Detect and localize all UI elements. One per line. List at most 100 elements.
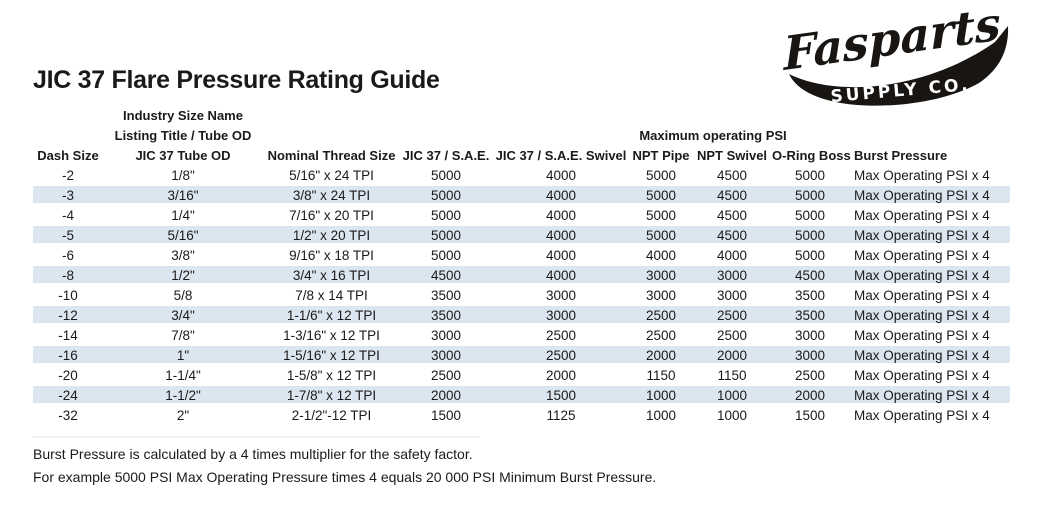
table-cell: 1/2" xyxy=(171,268,195,283)
table-cell: 2000 xyxy=(430,388,462,403)
table-cell: 5/16" xyxy=(167,228,199,243)
table-cell: 4500 xyxy=(716,168,748,183)
table-cell: -6 xyxy=(61,248,74,263)
page-title: JIC 37 Flare Pressure Rating Guide xyxy=(33,66,440,94)
table-cell: 4500 xyxy=(716,208,748,223)
table-cell: 3500 xyxy=(430,308,462,323)
table-cell: 5000 xyxy=(430,228,462,243)
table-cell: Max Operating PSI x 4 xyxy=(854,208,990,223)
table-cell: 3/4" xyxy=(171,308,195,323)
col-header-jic37-tube-od: JIC 37 Tube OD xyxy=(135,148,231,163)
table-cell: 2500 xyxy=(645,328,677,343)
table-cell: -8 xyxy=(61,268,74,283)
col-header-o-ring-boss: O-Ring Boss xyxy=(772,148,851,163)
table-cell: 2" xyxy=(176,408,190,423)
table-cell: 1000 xyxy=(716,408,748,423)
table-cell: Max Operating PSI x 4 xyxy=(854,288,990,303)
col-header-jic37-sae-swivel: JIC 37 / S.A.E. Swivel xyxy=(495,148,627,163)
table-cell: 5000 xyxy=(430,208,462,223)
table-row: -16 1" 1-5/16" x 12 TPI 3000 2500 2000 2000 300… xyxy=(33,346,1010,366)
table-cell: 1150 xyxy=(717,368,747,383)
table-cell: 5000 xyxy=(645,188,677,203)
table-cell: 1500 xyxy=(794,408,826,423)
table-cell: 1000 xyxy=(645,408,677,423)
table-cell: 5000 xyxy=(794,208,826,223)
table-cell: Max Operating PSI x 4 xyxy=(854,308,990,323)
table-cell: 3000 xyxy=(430,328,462,343)
table-cell: 4000 xyxy=(645,248,677,263)
table-row: -14 7/8" 1-3/16" x 12 TPI 3000 2500 2500 2500 3… xyxy=(33,326,1010,346)
footnotes: Burst Pressure is calculated by a 4 time… xyxy=(33,443,656,489)
table-cell: 3000 xyxy=(645,268,677,283)
table-cell: 3500 xyxy=(794,308,826,323)
table-cell: 5000 xyxy=(430,248,462,263)
footnote-line-1: Burst Pressure is calculated by a 4 time… xyxy=(33,446,473,462)
table-cell: Max Operating PSI x 4 xyxy=(854,388,990,403)
table-cell: 2500 xyxy=(716,308,748,323)
table-row: -3 3/16" 3/8" x 24 TPI 5000 4000 5000 4500 5000… xyxy=(33,186,1010,206)
logo-swoosh xyxy=(789,26,1009,106)
table-row: -12 3/4" 1-1/6" x 12 TPI 3500 3000 2500 2500 35… xyxy=(33,306,1010,326)
fasparts-logo: Fasparts SUPPLY CO. xyxy=(781,2,1009,107)
table-cell: 3000 xyxy=(645,288,677,303)
table-cell: 5000 xyxy=(430,188,462,203)
table-cell: 3000 xyxy=(545,308,577,323)
table-cell: 5000 xyxy=(645,208,677,223)
table-row: -10 5/8 7/8 x 14 TPI 3500 3000 3000 3000 3500 Ma… xyxy=(33,286,1010,306)
table-cell: 3500 xyxy=(430,288,462,303)
table-cell: 4500 xyxy=(716,228,748,243)
table-cell: 7/16" x 20 TPI xyxy=(289,208,374,223)
listing-title-header: Listing Title / Tube OD xyxy=(114,128,252,143)
table-cell: 1/8" xyxy=(171,168,195,183)
table-cell: 2000 xyxy=(545,368,577,383)
table-cell: Max Operating PSI x 4 xyxy=(854,248,990,263)
table-cell: 4000 xyxy=(716,248,748,263)
table-cell: 3/16" xyxy=(167,188,199,203)
table-group-header-row-1: Industry Size Name xyxy=(33,106,1010,126)
table-cell: 1125 xyxy=(546,408,576,423)
table-cell: 1500 xyxy=(430,408,462,423)
table-cell: 1/4" xyxy=(171,208,195,223)
table-cell: -24 xyxy=(58,388,78,403)
table-cell: 1" xyxy=(176,348,190,363)
table-cell: 5000 xyxy=(794,248,826,263)
col-header-burst-pressure: Burst Pressure xyxy=(854,148,948,163)
table-cell: Max Operating PSI x 4 xyxy=(854,368,990,383)
pressure-rating-table: Industry Size Name Listing Title / Tube … xyxy=(33,106,1010,426)
table-cell: 1-3/16" x 12 TPI xyxy=(283,328,380,343)
table-cell: 7/8 x 14 TPI xyxy=(295,288,368,303)
table-cell: 2500 xyxy=(794,368,826,383)
table-cell: 1-7/8" x 12 TPI xyxy=(286,388,377,403)
table-row: -8 1/2" 3/4" x 16 TPI 4500 4000 3000 3000 4500 M… xyxy=(33,266,1010,286)
table-cell: 2500 xyxy=(716,328,748,343)
maximum-operating-psi-header: Maximum operating PSI xyxy=(639,128,787,143)
table-cell: 3000 xyxy=(430,348,462,363)
table-cell: 5000 xyxy=(794,168,826,183)
table-cell: 4000 xyxy=(545,188,577,203)
table-cell: 5/8 xyxy=(173,288,193,303)
table-row: -24 1-1/2" 1-7/8" x 12 TPI 2000 1500 1000 1000… xyxy=(33,386,1010,406)
table-cell: 9/16" x 18 TPI xyxy=(289,248,374,263)
table-cell: -10 xyxy=(58,288,78,303)
table-cell: Max Operating PSI x 4 xyxy=(854,268,990,283)
table-cell: 3000 xyxy=(794,348,826,363)
table-cell: 3500 xyxy=(794,288,826,303)
table-cell: 3000 xyxy=(794,328,826,343)
table-cell: 1500 xyxy=(545,388,577,403)
table-cell: 4000 xyxy=(545,168,577,183)
col-header-npt-pipe: NPT Pipe xyxy=(632,148,690,163)
table-row: -5 5/16" 1/2" x 20 TPI 5000 4000 5000 4500 5000… xyxy=(33,226,1010,246)
table-cell: 3000 xyxy=(716,268,748,283)
table-cell: -2 xyxy=(61,168,74,183)
table-cell: 3000 xyxy=(716,288,748,303)
table-cell: -20 xyxy=(58,368,78,383)
table-column-header-row: Dash Size JIC 37 Tube OD Nominal Thread … xyxy=(33,146,1010,166)
table-cell: 1-5/8" x 12 TPI xyxy=(286,368,377,383)
table-cell: -12 xyxy=(58,308,78,323)
table-cell: 3/8" x 24 TPI xyxy=(292,188,371,203)
table-cell: 1-1/6" x 12 TPI xyxy=(286,308,377,323)
table-cell: 5000 xyxy=(645,168,677,183)
table-cell: 2500 xyxy=(430,368,462,383)
table-cell: 4500 xyxy=(716,188,748,203)
table-cell: Max Operating PSI x 4 xyxy=(854,188,990,203)
